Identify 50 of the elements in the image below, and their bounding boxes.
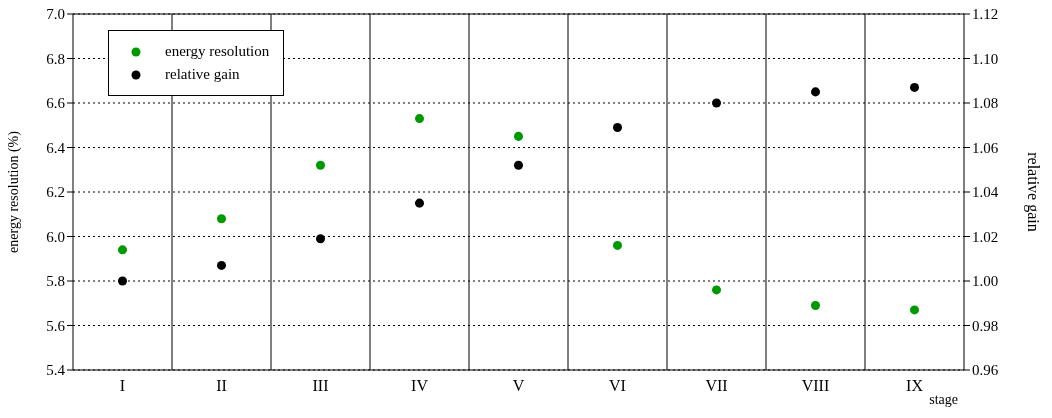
point (909, 82, 920, 92)
y-tick-label: 6.6 (46, 95, 66, 112)
point (216, 260, 227, 270)
y2-tick-label: 0.98 (972, 317, 999, 334)
point (513, 160, 524, 170)
point (711, 98, 722, 108)
y-tick-label: 6.2 (46, 184, 65, 201)
legend-label: relative gain (165, 66, 240, 83)
point (513, 131, 524, 141)
y2-tick-label: 1.08 (972, 95, 999, 112)
y2-tick-label: 1.04 (972, 184, 999, 201)
y2-tick-label: 1.10 (972, 50, 999, 67)
point (909, 305, 920, 315)
x-tick-label: II (216, 377, 227, 395)
point (117, 245, 128, 255)
y-tick-label: 6.0 (46, 228, 65, 245)
point (315, 234, 326, 244)
x-tick-label: VIII (801, 377, 830, 395)
y-tick-label: 5.4 (46, 362, 66, 379)
legend-label: energy resolution (165, 43, 270, 60)
y2-tick-label: 1.12 (972, 6, 999, 23)
point (612, 240, 623, 250)
point (117, 276, 128, 286)
y2-tick-label: 1.06 (972, 139, 999, 156)
x-tick-label: VI (609, 377, 626, 395)
point (612, 122, 623, 132)
y2-tick-label: 1.00 (972, 273, 999, 290)
point (414, 114, 425, 124)
x-tick-label: I (119, 377, 126, 395)
y2-tick-label: 1.02 (972, 228, 999, 245)
x-tick-label: IV (411, 377, 429, 395)
point (414, 198, 425, 208)
point (315, 160, 326, 170)
point (810, 87, 821, 97)
x-tick-label: VII (705, 377, 728, 395)
y-tick-label: 5.8 (46, 273, 65, 290)
x-tick-label: III (312, 377, 329, 395)
y-tick-label: 6.8 (46, 50, 65, 67)
x-tick-label: V (512, 377, 525, 395)
point (810, 300, 821, 310)
y2-tick-label: 0.96 (972, 362, 999, 379)
point (711, 285, 722, 295)
y-tick-label: 7.0 (46, 6, 65, 23)
y-axis-title: energy resolution (%) (5, 130, 22, 253)
y2-axis-title: relative gain (1024, 152, 1043, 232)
x-tick-label: IX (906, 377, 924, 395)
point (216, 214, 227, 224)
y-tick-label: 6.4 (46, 139, 66, 156)
x-axis-title: stage (929, 392, 958, 407)
y-tick-label: 5.6 (46, 317, 66, 334)
